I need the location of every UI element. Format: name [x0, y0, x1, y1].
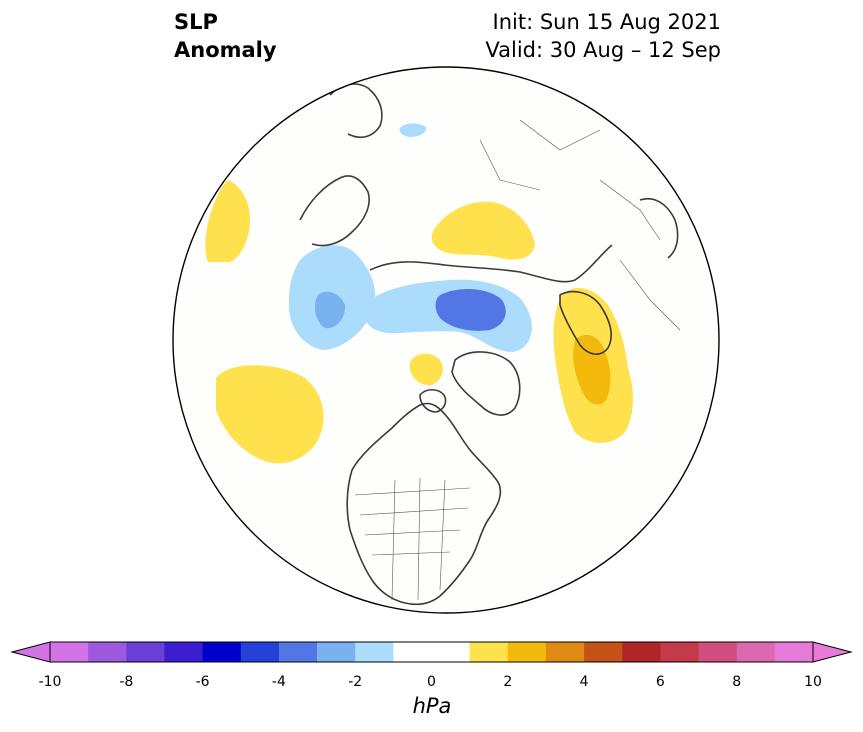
borders-eurasia — [479, 119, 681, 331]
colorbar-cell — [278, 642, 318, 662]
colorbar — [10, 641, 853, 663]
colorbar-cell — [660, 642, 700, 662]
title-right: Init: Sun 15 Aug 2021 Valid: 30 Aug – 12… — [485, 8, 721, 64]
colorbar-tick-label: -8 — [119, 674, 134, 690]
colorbar-cells — [50, 642, 814, 662]
colorbar-cell — [126, 642, 165, 662]
valid-date: Valid: 30 Aug – 12 Sep — [485, 38, 721, 62]
polar-map — [172, 66, 720, 614]
colorbar-tick-label: 2 — [503, 674, 513, 690]
colorbar-tick-label: 10 — [804, 674, 822, 690]
colorbar-cell — [240, 642, 280, 662]
positive-anomaly-west-siberia — [431, 201, 535, 260]
negative-anomaly-europe-core — [314, 291, 346, 329]
colorbar-tick-label: 6 — [655, 674, 665, 690]
colorbar-cell — [317, 642, 356, 662]
coastline-north-america — [346, 402, 502, 606]
colorbar-cell — [88, 642, 127, 662]
colorbar-cell — [50, 642, 89, 662]
anomaly-layer — [205, 123, 633, 464]
map-background — [173, 67, 719, 613]
negative-anomaly-pacific-small — [399, 123, 427, 137]
colorbar-tick-label: -10 — [38, 674, 62, 690]
positive-anomaly-north-pacific — [216, 365, 324, 464]
colorbar-cell — [431, 642, 471, 662]
negative-anomaly-arctic-core — [435, 288, 506, 331]
coastline-hudson-bay — [419, 388, 447, 413]
colorbar-cell — [469, 642, 509, 662]
title-slp: SLP — [174, 10, 218, 34]
colorbar-cell — [698, 642, 738, 662]
positive-anomaly-hudson-bay — [409, 353, 443, 386]
colorbar-tick-label: -6 — [195, 674, 210, 690]
colorbar-tick-label: -4 — [271, 674, 286, 690]
positive-anomaly-alaska-small — [205, 180, 250, 262]
title-left: SLP Anomaly — [174, 8, 277, 64]
map-boundary — [172, 66, 720, 614]
colorbar-cell — [584, 642, 623, 662]
title-anomaly: Anomaly — [174, 38, 277, 62]
colorbar-cell — [736, 642, 776, 662]
borders-usa — [354, 477, 471, 601]
colorbar-cell — [622, 642, 661, 662]
colorbar-extend-high — [812, 641, 853, 663]
coastlines — [299, 83, 679, 606]
colorbar-tick-label: 8 — [732, 674, 742, 690]
colorbar-extend-low — [10, 641, 51, 663]
colorbar-cell — [507, 642, 547, 662]
coastline-europe — [559, 290, 612, 355]
colorbar-cell — [393, 642, 432, 662]
colorbar-frame — [49, 641, 814, 663]
colorbar-tick-label: 4 — [579, 674, 589, 690]
init-date: Init: Sun 15 Aug 2021 — [492, 10, 721, 34]
coastline-arabia — [639, 198, 679, 259]
colorbar-cell — [774, 642, 814, 662]
colorbar-tick-label: 0 — [427, 674, 436, 690]
colorbar-tick-label: -2 — [348, 674, 363, 690]
colorbar-cell — [164, 642, 204, 662]
colorbar-cell — [202, 642, 242, 662]
colorbar-cell — [355, 642, 394, 662]
coastline-alaska — [299, 175, 370, 247]
positive-anomaly-eastern-canada-core — [573, 334, 611, 405]
coastline-greenland — [451, 351, 521, 416]
political-borders — [354, 119, 681, 601]
colorbar-units: hPa — [412, 694, 452, 718]
coastline-siberia — [369, 244, 613, 283]
colorbar-cell — [545, 642, 585, 662]
